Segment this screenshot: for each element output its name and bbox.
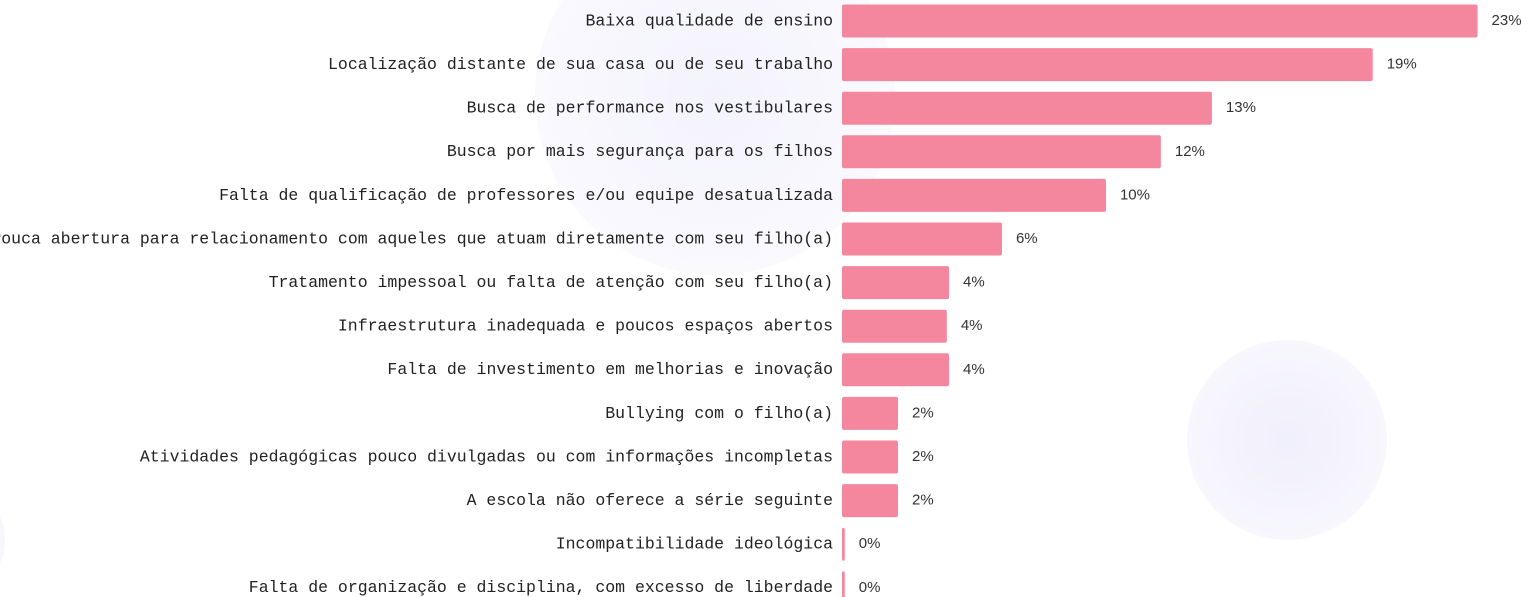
value-label: 2%	[912, 404, 934, 421]
decor-circle	[535, 0, 895, 275]
value-label: 12%	[1175, 143, 1205, 160]
category-label: Busca por mais segurança para os filhos	[447, 142, 833, 161]
bar	[842, 222, 1002, 256]
value-label: 10%	[1120, 186, 1150, 203]
value-label: 2%	[912, 492, 934, 509]
bar	[842, 353, 950, 387]
category-label: Localização distante de sua casa ou de s…	[328, 55, 833, 74]
value-label: 23%	[1492, 12, 1522, 29]
category-label: Atividades pedagógicas pouco divulgadas …	[140, 447, 833, 466]
bar	[842, 4, 1478, 38]
value-label: 4%	[963, 274, 985, 291]
category-label: Busca de performance nos vestibulares	[467, 99, 833, 118]
category-label: Bullying com o filho(a)	[605, 404, 833, 423]
category-label: Tratamento impessoal ou falta de atenção…	[269, 273, 833, 292]
bar	[842, 91, 1212, 125]
value-label: 13%	[1226, 99, 1256, 116]
value-label: 2%	[912, 448, 934, 465]
bar	[842, 571, 845, 597]
bar	[842, 178, 1106, 212]
bar	[842, 48, 1373, 82]
bar	[842, 484, 898, 518]
value-label: 0%	[859, 535, 881, 552]
value-label: 6%	[1016, 230, 1038, 247]
category-label: Baixa qualidade de ensino	[585, 11, 833, 30]
value-label: 19%	[1387, 56, 1417, 73]
decor-circle	[1187, 340, 1387, 540]
category-label: Pouca abertura para relacionamento com a…	[0, 229, 833, 248]
category-label: Infraestrutura inadequada e poucos espaç…	[338, 317, 833, 336]
value-label: 0%	[859, 579, 881, 596]
bar	[842, 396, 898, 430]
value-label: 4%	[961, 317, 983, 334]
category-label: Falta de investimento em melhorias e ino…	[387, 360, 833, 379]
category-label: Falta de qualificação de professores e/o…	[219, 186, 833, 205]
bar	[842, 266, 950, 300]
bar	[842, 527, 845, 561]
bar	[842, 309, 947, 343]
category-label: A escola não oferece a série seguinte	[467, 491, 833, 510]
value-label: 4%	[963, 361, 985, 378]
bar	[842, 135, 1161, 169]
category-label: Incompatibilidade ideológica	[556, 535, 833, 554]
bar	[842, 440, 898, 474]
decor-circle	[0, 515, 5, 565]
category-label: Falta de organização e disciplina, com e…	[249, 578, 833, 597]
